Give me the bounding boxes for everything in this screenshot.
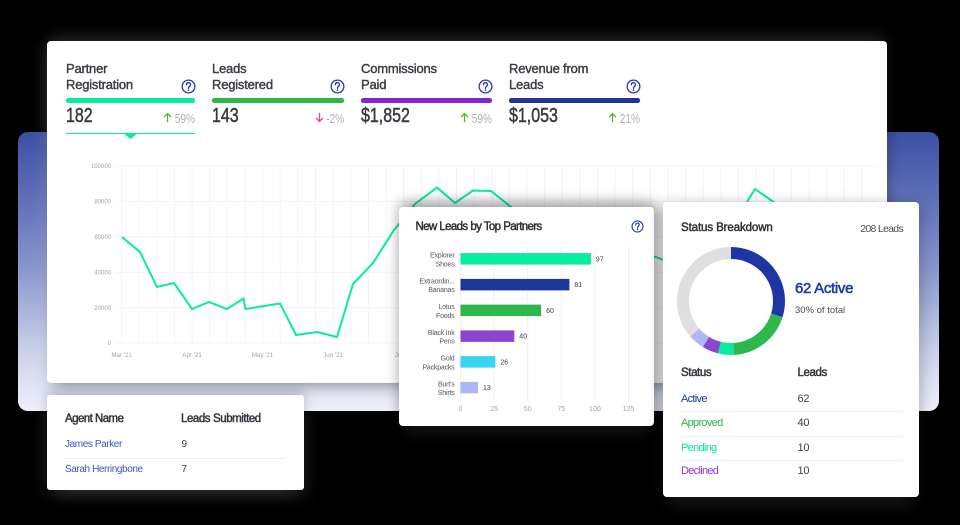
svg-text:Explorer: Explorer <box>430 253 455 260</box>
svg-text:Shirts: Shirts <box>438 390 455 397</box>
svg-text:Packpacks: Packpacks <box>422 365 455 372</box>
svg-text:60: 60 <box>546 308 554 315</box>
svg-text:125: 125 <box>623 406 635 413</box>
svg-text:100000: 100000 <box>91 164 112 170</box>
svg-text:Lotus: Lotus <box>438 304 455 311</box>
svg-text:40000: 40000 <box>94 270 111 276</box>
svg-text:Apr '21: Apr '21 <box>182 352 202 359</box>
svg-text:80000: 80000 <box>94 200 111 206</box>
svg-text:Gold: Gold <box>441 356 455 363</box>
svg-text:Burt's: Burt's <box>438 382 455 389</box>
svg-text:Foods: Foods <box>436 313 455 320</box>
svg-text:Shoes: Shoes <box>436 262 456 269</box>
svg-text:20000: 20000 <box>94 306 111 312</box>
svg-text:May '21: May '21 <box>252 352 274 359</box>
svg-text:0: 0 <box>108 341 112 347</box>
svg-text:Extraordin...: Extraordin... <box>419 278 454 285</box>
svg-text:50: 50 <box>524 406 532 413</box>
svg-text:100: 100 <box>589 406 601 413</box>
svg-text:75: 75 <box>557 406 565 413</box>
svg-text:Pens: Pens <box>439 339 455 346</box>
svg-text:26: 26 <box>500 360 508 367</box>
svg-text:Jun '21: Jun '21 <box>323 352 343 359</box>
svg-text:Black Ink: Black Ink <box>428 330 455 337</box>
svg-text:25: 25 <box>490 406 498 413</box>
svg-text:0: 0 <box>459 406 463 413</box>
svg-text:40: 40 <box>519 334 527 341</box>
svg-text:60000: 60000 <box>94 235 111 241</box>
svg-text:81: 81 <box>574 282 582 289</box>
svg-text:13: 13 <box>483 385 491 392</box>
svg-text:97: 97 <box>596 257 604 264</box>
svg-text:Bananas: Bananas <box>428 287 455 294</box>
svg-text:Mar '21: Mar '21 <box>111 352 132 359</box>
